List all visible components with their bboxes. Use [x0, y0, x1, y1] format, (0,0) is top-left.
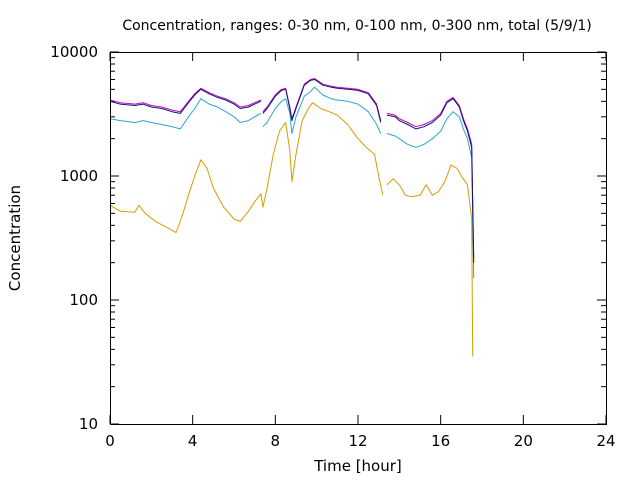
chart-title: Concentration, ranges: 0-30 nm, 0-100 nm… — [122, 18, 591, 34]
x-tick-label: 12 — [348, 432, 367, 450]
series-layer — [109, 78, 475, 357]
y-tick-label: 10 — [79, 415, 98, 433]
y-axis-ticks: 10 100 1000 10000 — [50, 43, 606, 433]
plot-frame — [110, 52, 607, 425]
x-axis-ticks: 0 4 8 12 16 20 24 — [105, 52, 616, 450]
y-tick-label: 100 — [69, 291, 98, 309]
x-tick-label: 4 — [188, 432, 198, 450]
x-tick-label: 20 — [514, 432, 533, 450]
x-tick-label: 16 — [431, 432, 450, 450]
x-tick-label: 0 — [105, 432, 115, 450]
series-line-2 — [109, 86, 475, 279]
x-axis-label: Time [hour] — [313, 457, 402, 475]
series-line-3 — [109, 78, 475, 258]
y-tick-label: 10000 — [50, 43, 98, 61]
x-tick-label: 8 — [271, 432, 281, 450]
x-tick-label: 24 — [596, 432, 615, 450]
y-tick-label: 1000 — [60, 167, 98, 185]
series-line-4 — [109, 79, 475, 263]
y-axis-label: Concentration — [6, 185, 24, 291]
series-line-1 — [109, 102, 474, 357]
